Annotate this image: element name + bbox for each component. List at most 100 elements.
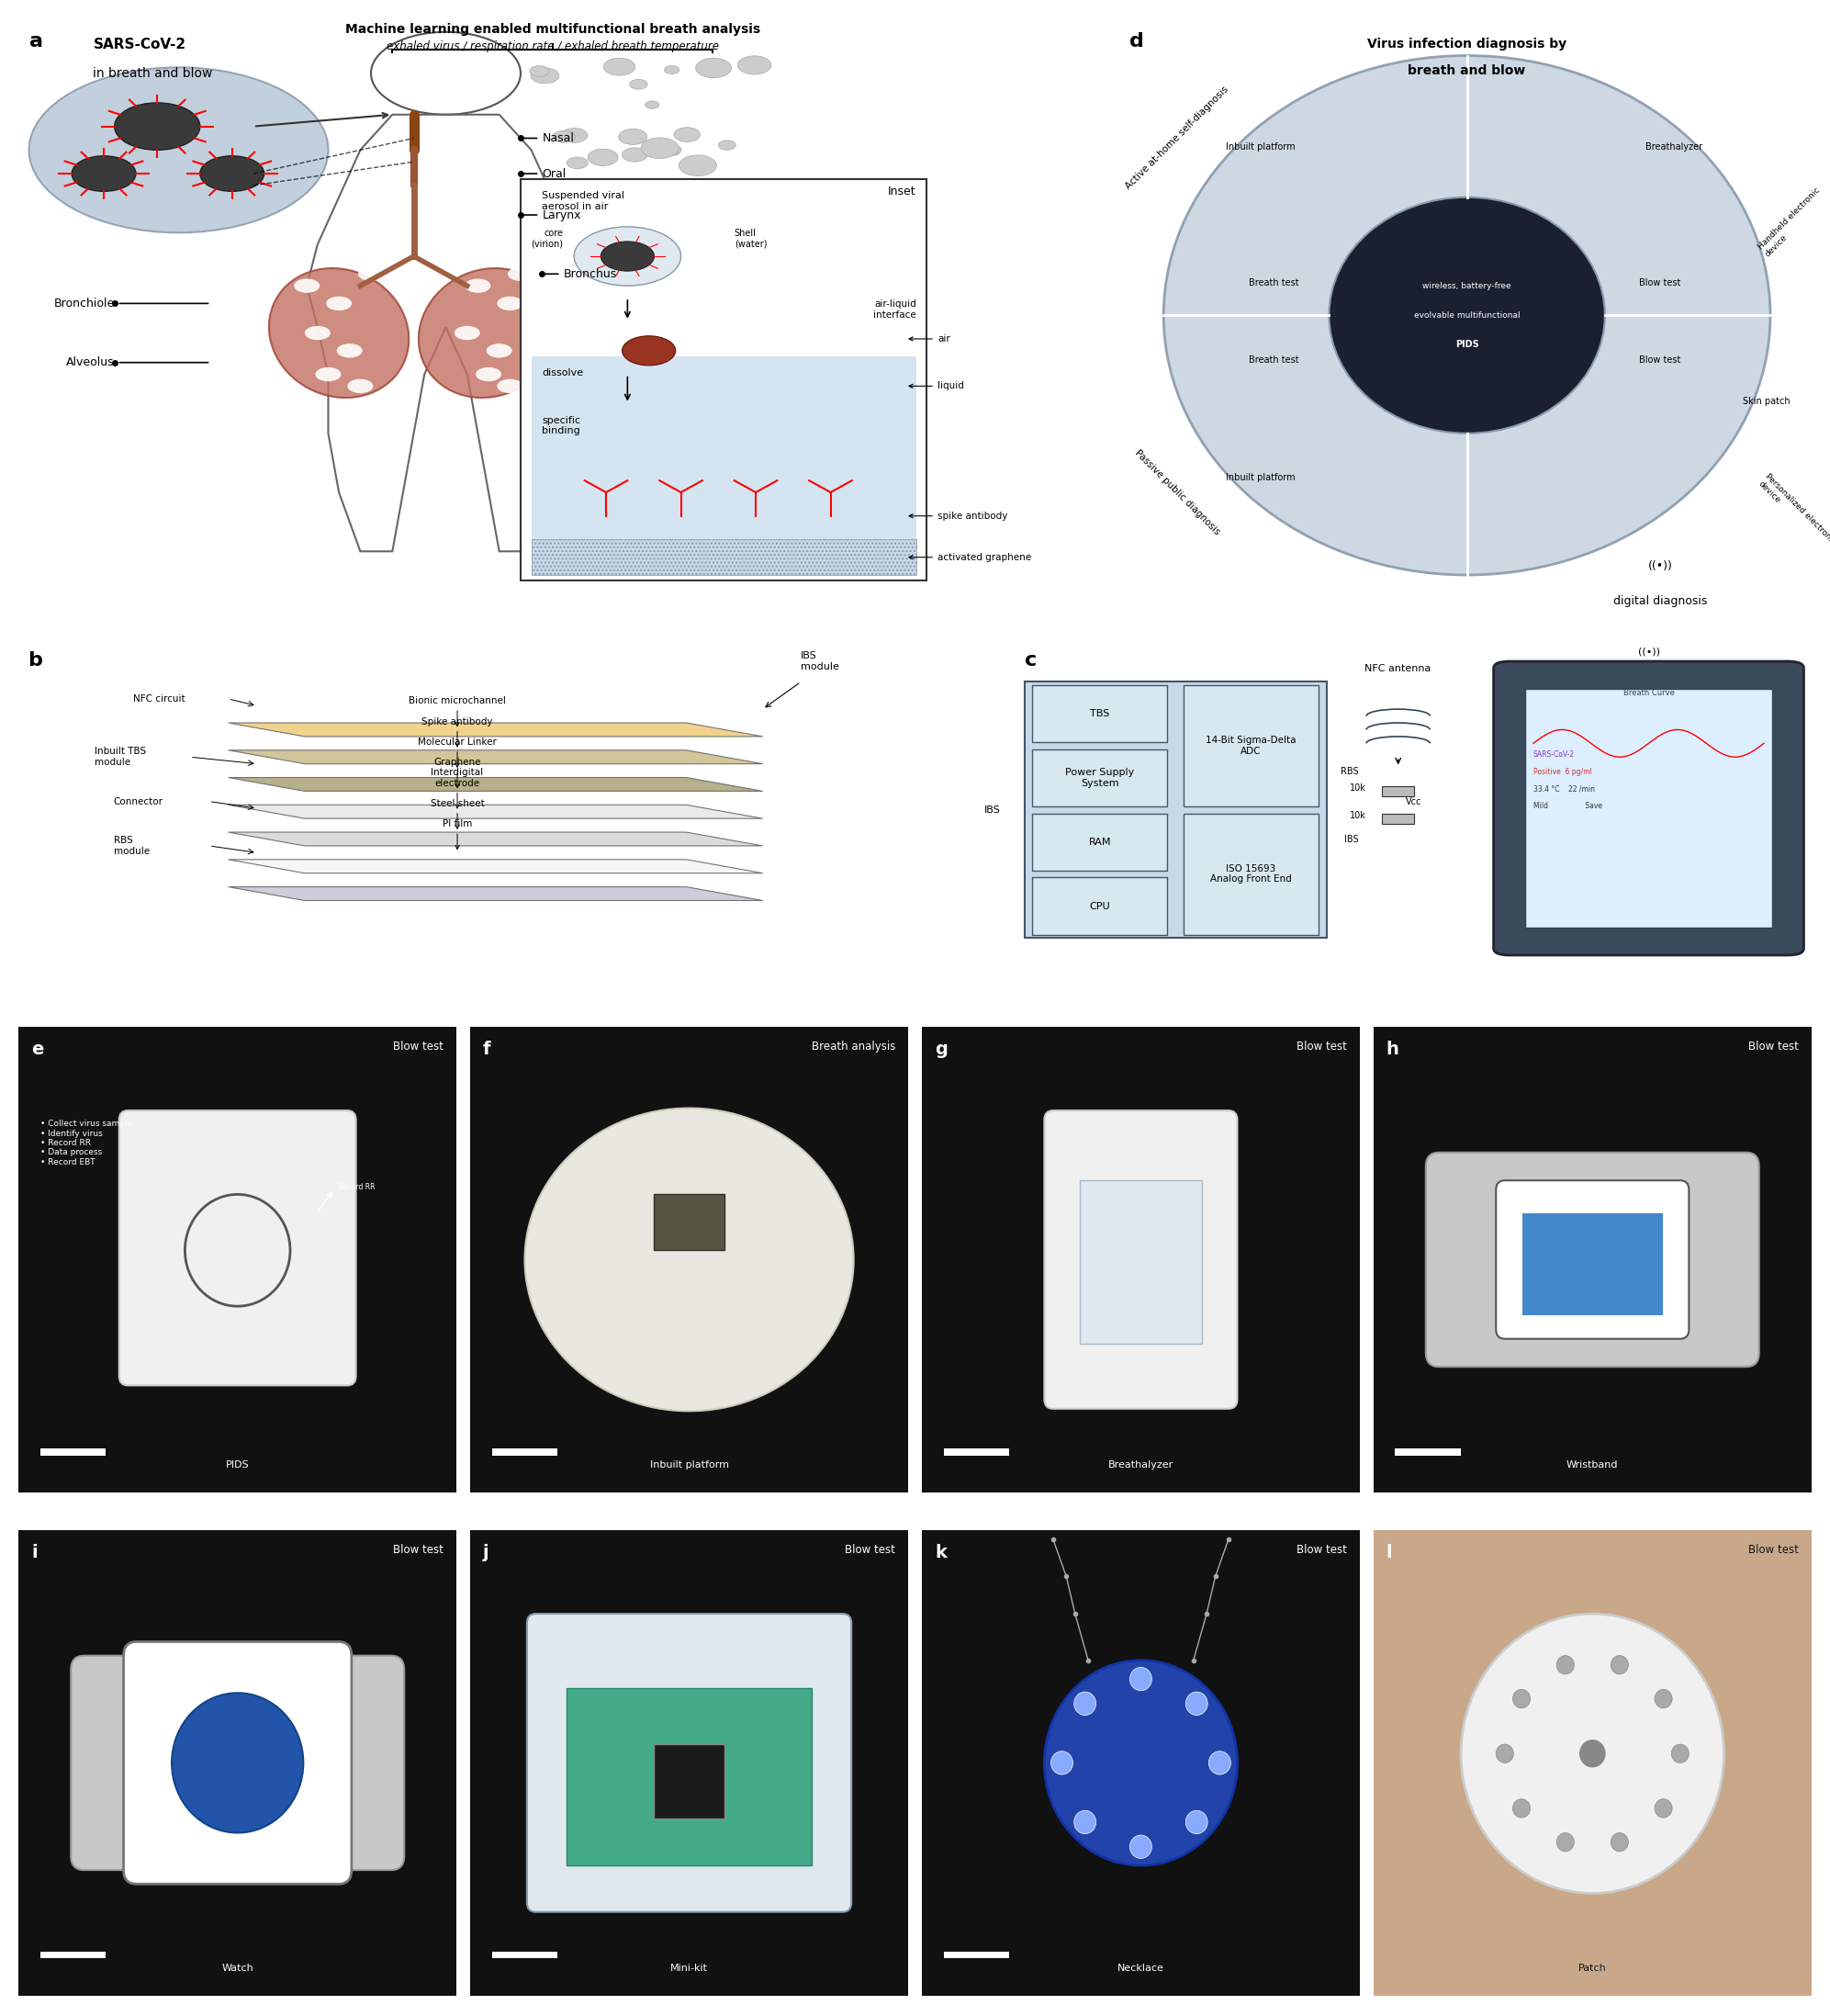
Text: Oral: Oral [523, 167, 565, 179]
FancyBboxPatch shape [1426, 1153, 1759, 1367]
Text: Virus infection diagnosis by: Virus infection diagnosis by [1367, 38, 1566, 50]
Text: Wristband: Wristband [1566, 1460, 1618, 1470]
Text: Graphene: Graphene [434, 758, 481, 788]
Bar [567, 1687, 813, 1865]
Circle shape [567, 157, 587, 169]
Text: g: g [935, 1040, 948, 1058]
Circle shape [71, 155, 135, 192]
Circle shape [476, 367, 501, 381]
FancyBboxPatch shape [1032, 812, 1168, 871]
Bar [40, 1447, 106, 1456]
Polygon shape [229, 859, 763, 873]
Circle shape [1329, 198, 1605, 433]
Circle shape [640, 137, 679, 159]
Circle shape [1050, 1752, 1072, 1774]
Circle shape [498, 296, 523, 310]
Text: Personalized electronic
device: Personalized electronic device [1757, 472, 1830, 552]
Text: SARS-CoV-2: SARS-CoV-2 [1534, 750, 1576, 758]
Text: ISO 15693
Analog Front End: ISO 15693 Analog Front End [1210, 865, 1292, 883]
Bar [1080, 1181, 1202, 1343]
FancyBboxPatch shape [1045, 1111, 1237, 1409]
Circle shape [315, 367, 340, 381]
Text: Blow test: Blow test [1640, 278, 1680, 288]
Bar [1394, 1447, 1460, 1456]
Ellipse shape [419, 268, 558, 397]
Text: Alveolus: Alveolus [66, 357, 209, 369]
Circle shape [531, 69, 560, 83]
Text: Power Supply
System: Power Supply System [1065, 768, 1135, 788]
Polygon shape [229, 833, 763, 847]
Text: PIDS: PIDS [1455, 341, 1479, 349]
FancyBboxPatch shape [1495, 1181, 1689, 1339]
Bar [492, 1447, 558, 1456]
Circle shape [673, 127, 701, 141]
Circle shape [587, 149, 619, 165]
Text: Vcc: Vcc [1405, 798, 1422, 806]
Text: Blow test: Blow test [1748, 1040, 1799, 1052]
Polygon shape [229, 804, 763, 818]
Text: RBS: RBS [1340, 766, 1358, 776]
Text: Bionic microchannel: Bionic microchannel [408, 698, 505, 726]
Text: IBS: IBS [1343, 835, 1358, 845]
Polygon shape [229, 750, 763, 764]
Text: Passive public diagnosis: Passive public diagnosis [1133, 448, 1222, 536]
Circle shape [359, 266, 384, 280]
Circle shape [1129, 1835, 1151, 1859]
Circle shape [622, 337, 675, 365]
Polygon shape [229, 778, 763, 790]
Text: d: d [1129, 32, 1144, 50]
Text: spike antibody: spike antibody [910, 512, 1008, 520]
Circle shape [600, 242, 653, 270]
Bar [653, 1193, 725, 1250]
FancyBboxPatch shape [124, 1641, 351, 1885]
Text: Machine learning enabled multifunctional breath analysis: Machine learning enabled multifunctional… [346, 22, 759, 36]
Bar [531, 357, 917, 575]
Text: Breathalyzer: Breathalyzer [1645, 143, 1702, 151]
Circle shape [717, 141, 736, 149]
Circle shape [1074, 1691, 1096, 1716]
Text: i: i [31, 1544, 38, 1560]
FancyBboxPatch shape [520, 179, 926, 581]
Text: Breath Curve: Breath Curve [1623, 689, 1674, 698]
Circle shape [1579, 1740, 1605, 1768]
Text: Inbuilt platform: Inbuilt platform [1226, 474, 1296, 482]
Circle shape [619, 129, 648, 145]
Text: PIDS: PIDS [225, 1460, 249, 1470]
Text: Inbuilt TBS
module: Inbuilt TBS module [95, 748, 146, 766]
Text: PI film: PI film [443, 821, 472, 849]
Text: Necklace: Necklace [1118, 1964, 1164, 1972]
Bar [653, 1744, 725, 1818]
Circle shape [666, 145, 681, 153]
Text: 33.4 °C    22 /min: 33.4 °C 22 /min [1534, 784, 1596, 792]
Text: Blow test: Blow test [1296, 1544, 1347, 1556]
Text: Blow test: Blow test [1748, 1544, 1799, 1556]
Bar [1523, 1214, 1663, 1316]
Text: ((•)): ((•)) [1638, 647, 1660, 657]
Text: Blow test: Blow test [845, 1544, 895, 1556]
Text: Spike antibody: Spike antibody [421, 718, 492, 746]
Text: air: air [910, 335, 950, 343]
Text: c: c [1025, 651, 1036, 669]
Circle shape [326, 296, 351, 310]
Text: 14-Bit Sigma-Delta
ADC: 14-Bit Sigma-Delta ADC [1206, 736, 1296, 756]
Text: breath and blow: breath and blow [1407, 65, 1526, 77]
Bar [531, 540, 917, 575]
Circle shape [306, 327, 331, 341]
Ellipse shape [269, 268, 408, 397]
Circle shape [465, 278, 490, 292]
Circle shape [199, 155, 264, 192]
Circle shape [664, 67, 679, 75]
Text: wireless, battery-free: wireless, battery-free [1422, 282, 1512, 290]
Polygon shape [229, 724, 763, 736]
Text: Shell
(water): Shell (water) [734, 228, 767, 248]
Circle shape [348, 379, 373, 393]
FancyBboxPatch shape [1526, 689, 1771, 927]
Text: IBS
module: IBS module [802, 651, 840, 671]
Text: Interdigital
electrode: Interdigital electrode [432, 768, 483, 808]
Circle shape [29, 67, 328, 232]
Text: Steel sheet: Steel sheet [430, 798, 485, 829]
Text: NFC circuit: NFC circuit [134, 694, 185, 704]
Circle shape [498, 379, 523, 393]
Circle shape [1610, 1655, 1629, 1673]
Circle shape [1557, 1833, 1574, 1851]
